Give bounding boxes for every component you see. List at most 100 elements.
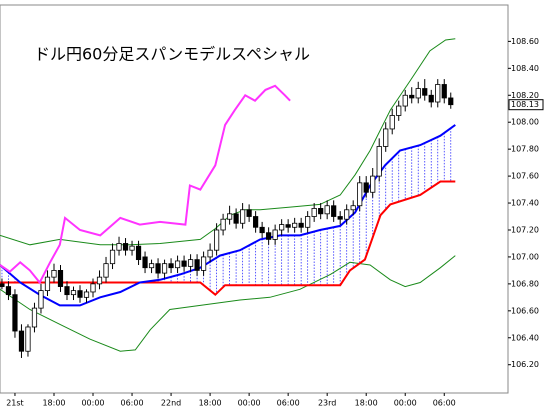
candle-body [272, 229, 278, 240]
candle-body [207, 249, 213, 258]
candle-body [402, 94, 408, 107]
candle-body [415, 88, 421, 99]
candle-body [187, 259, 194, 267]
candle-body [227, 213, 233, 220]
candle-body [83, 291, 90, 298]
x-tick-label: 22nd [161, 399, 181, 408]
y-tick-label: 108.00 [511, 118, 539, 127]
candle-body [292, 222, 298, 228]
y-tick-label: 108.60 [511, 37, 539, 46]
candle-body [31, 307, 38, 328]
candle-body [220, 218, 226, 231]
candle-body [12, 294, 18, 332]
candle-body [357, 182, 363, 207]
candle-body [103, 263, 109, 278]
indicator-line [0, 38, 456, 246]
y-tick-label: 108.20 [511, 91, 539, 100]
candle-body [285, 224, 291, 228]
last-price-label: 108.13 [511, 100, 539, 109]
candle-body [428, 94, 434, 103]
candle-body [0, 283, 5, 287]
y-tick-label: 106.80 [511, 279, 539, 288]
x-tick-label: 18:00 [355, 399, 378, 408]
candle-body [18, 330, 25, 352]
candle-body [213, 229, 220, 251]
y-tick-label: 106.40 [511, 333, 539, 342]
candle-body [122, 243, 129, 251]
candle-body [370, 175, 376, 193]
candle-body [142, 256, 148, 269]
y-tick-label: 107.60 [511, 172, 539, 181]
candle-body [200, 256, 207, 271]
candle-body [435, 84, 441, 103]
x-tick-label: 00:00 [394, 399, 417, 408]
candle-body [135, 245, 142, 261]
y-tick-label: 108.40 [511, 64, 539, 73]
candle-body [396, 105, 402, 116]
candle-body [109, 249, 116, 265]
candle-body [129, 245, 135, 251]
candle-body [376, 146, 382, 177]
candle-body [383, 128, 389, 147]
candle-body [259, 226, 265, 234]
candle-body [194, 259, 200, 271]
candle-body [181, 260, 187, 267]
candle-body [318, 208, 324, 215]
x-tick-label: 06:00 [433, 399, 456, 408]
candle-body [168, 263, 174, 269]
candle-body [350, 205, 356, 211]
candle-body [116, 243, 122, 251]
candle-body [96, 276, 103, 285]
candle-body [311, 208, 317, 217]
x-tick-label: 23rd [318, 399, 336, 408]
candle-body [64, 286, 70, 296]
candle-body [298, 222, 304, 228]
indicator-line [0, 255, 456, 352]
x-tick-label: 18:00 [42, 399, 65, 408]
last-price-box [508, 99, 544, 111]
y-tick-label: 106.20 [511, 360, 539, 369]
chart-title: ドル円60分足スパンモデルスペシャル [34, 45, 310, 64]
x-tick-label: 21st [6, 399, 23, 408]
candle-body [57, 270, 64, 287]
candle-body [279, 224, 285, 231]
candle-body [25, 326, 31, 352]
candle-body [422, 88, 428, 96]
candle-body [240, 209, 246, 224]
indicator-line [0, 124, 456, 307]
candle-body [5, 286, 12, 296]
candle-body [409, 94, 415, 99]
candle-body [77, 290, 83, 298]
x-tick-label: 00:00 [81, 399, 104, 408]
candle-body [441, 84, 447, 99]
y-tick-label: 107.20 [511, 225, 539, 234]
candle-body [337, 216, 343, 220]
candle-body [324, 205, 330, 215]
candle-body [148, 263, 155, 269]
x-tick-label: 06:00 [121, 399, 144, 408]
candle-body [233, 213, 239, 224]
y-tick-label: 107.00 [511, 252, 539, 261]
candle-body [155, 263, 161, 274]
candle-body [174, 260, 181, 269]
candle-body [161, 263, 168, 274]
plot-frame [0, 4, 509, 394]
x-tick-label: 18:00 [199, 399, 222, 408]
candle-body [246, 209, 252, 217]
candle-body [448, 97, 454, 106]
y-tick-label: 107.80 [511, 145, 539, 154]
indicator-line [0, 180, 456, 297]
y-tick-label: 106.60 [511, 306, 539, 315]
candle-body [90, 283, 96, 293]
x-tick-label: 06:00 [277, 399, 300, 408]
indicator-line [0, 84, 291, 285]
y-tick-label: 107.40 [511, 199, 539, 208]
candle-body [331, 205, 337, 217]
candle-body [344, 209, 350, 220]
candle-body [253, 216, 259, 228]
candle-body [38, 290, 44, 309]
candle-body [266, 232, 272, 240]
candle-body [44, 276, 51, 292]
candle-body [70, 290, 77, 296]
